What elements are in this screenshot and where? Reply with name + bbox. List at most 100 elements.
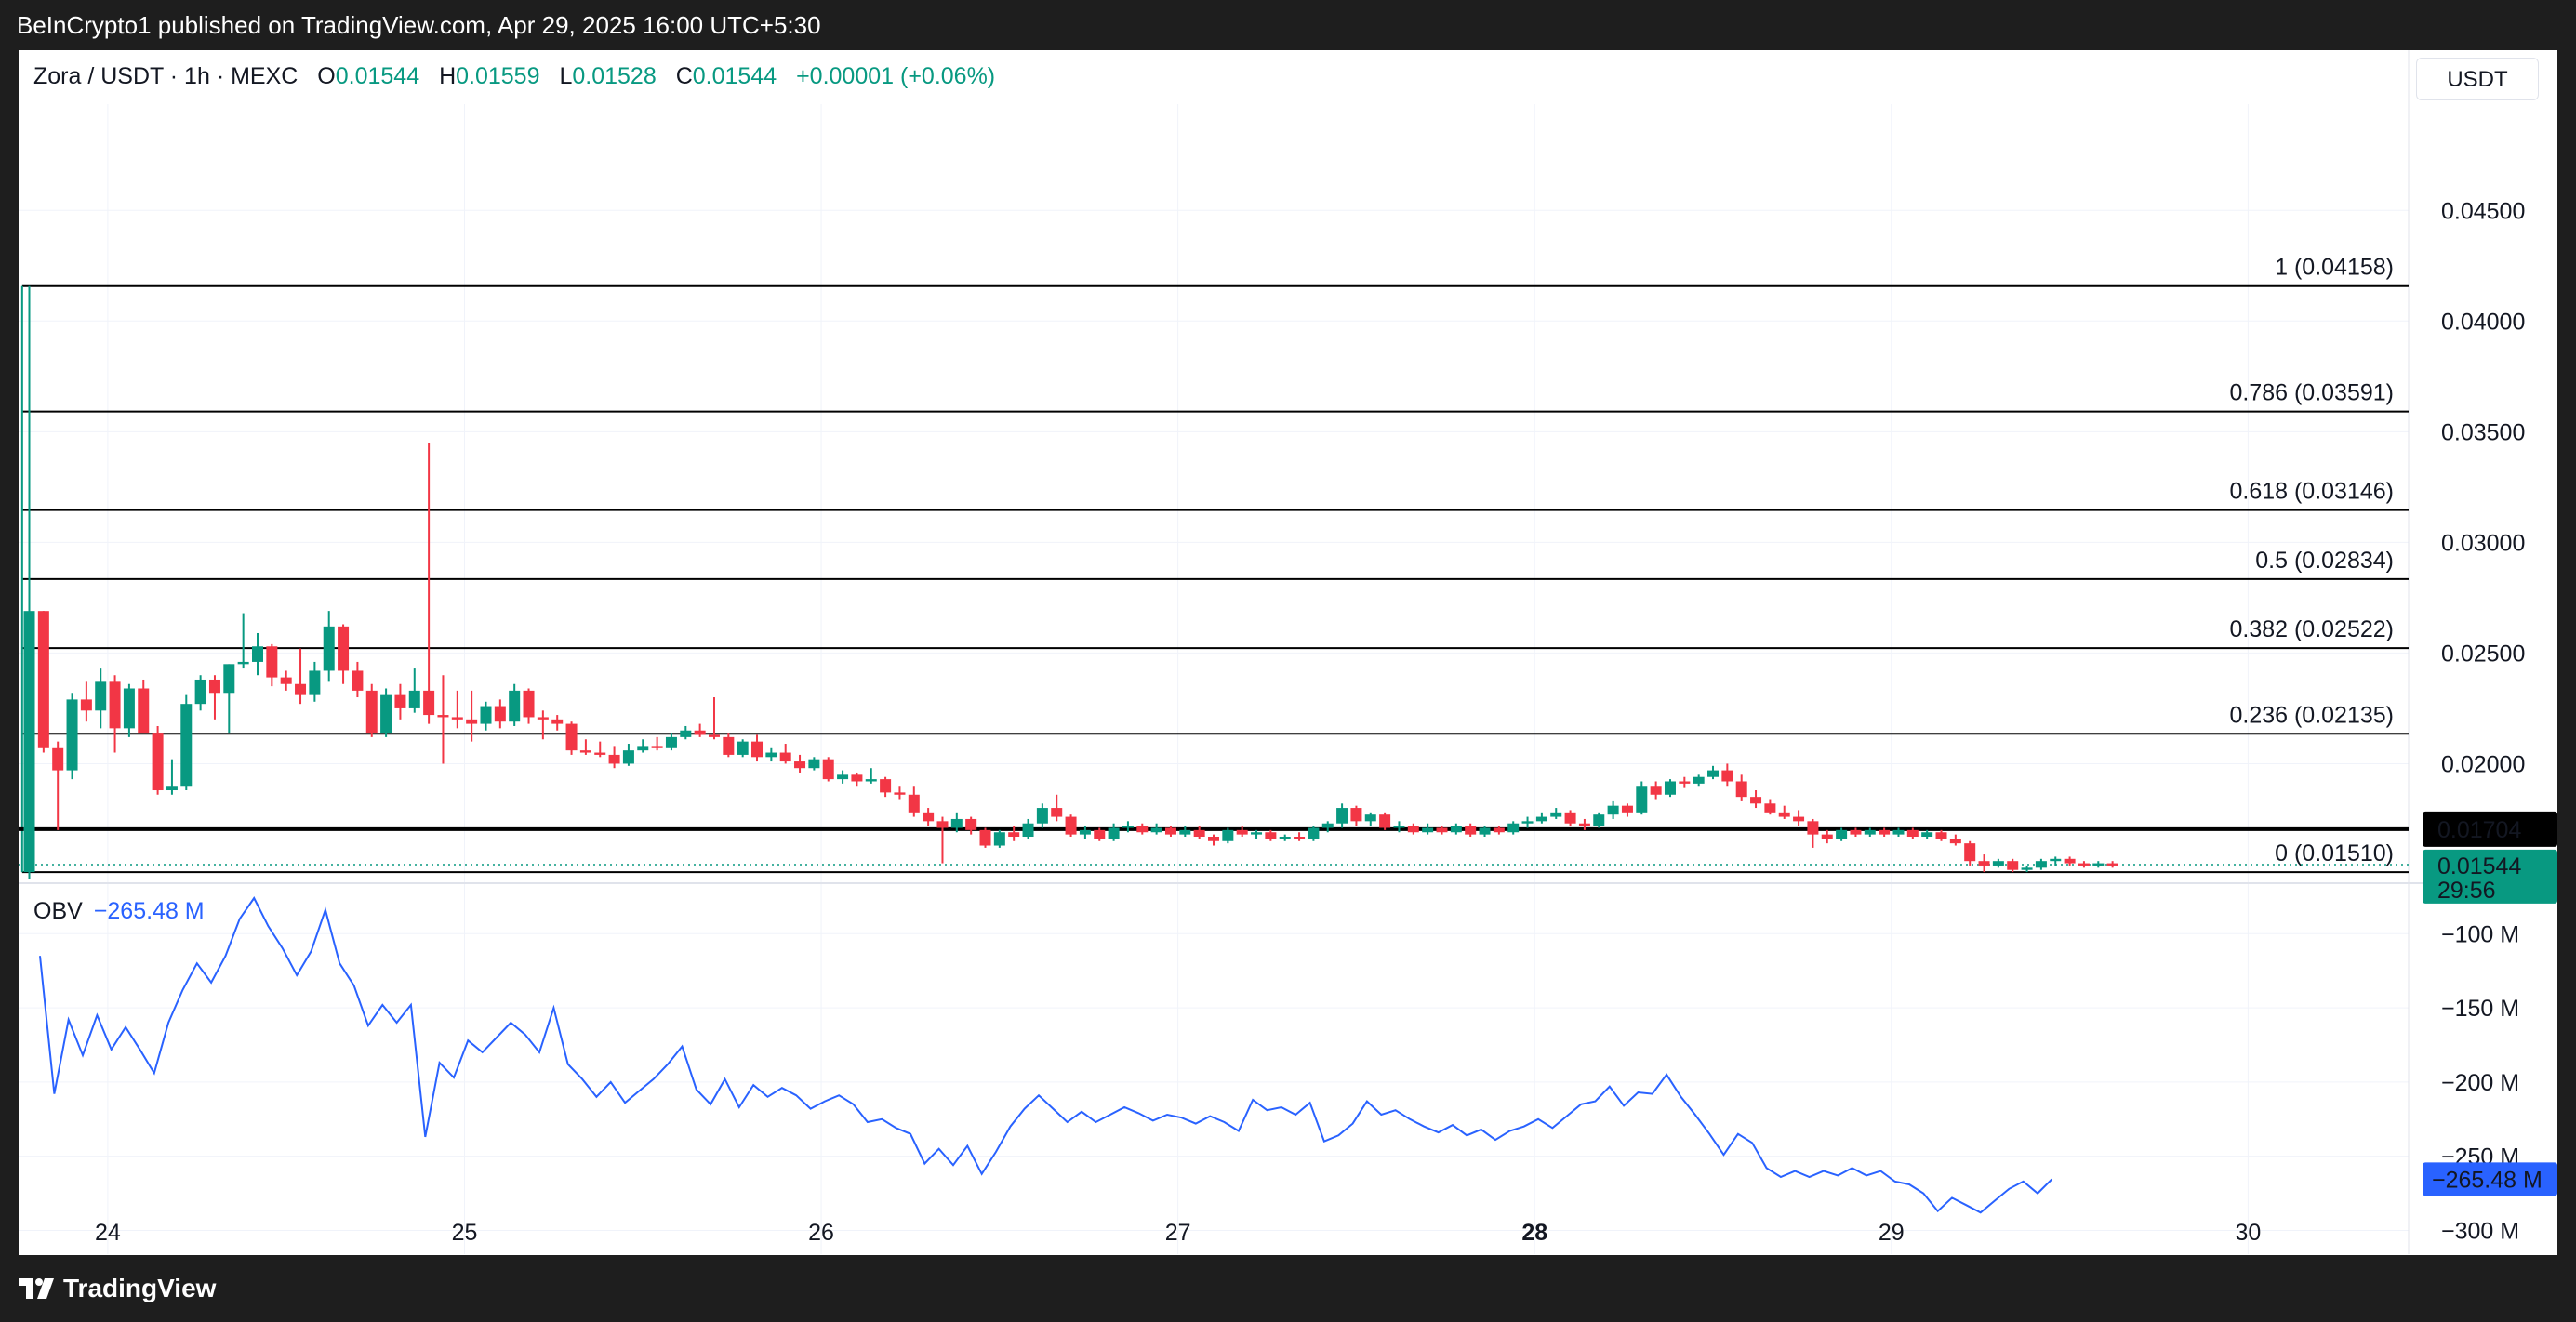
candle-up (1664, 781, 1676, 795)
obv-tick-label: −200 M (2441, 1070, 2519, 1096)
obv-tick-label: −150 M (2441, 996, 2519, 1022)
obv-tick-label: −100 M (2441, 921, 2519, 947)
candle-up (2050, 858, 2062, 862)
open-label: O (317, 63, 336, 89)
low-value: 0.01528 (572, 63, 657, 89)
candle-down (138, 688, 150, 734)
obv-legend: OBV −265.48 M (33, 898, 205, 925)
candle-down (152, 733, 164, 791)
candle-down (594, 752, 606, 755)
candle-down (1379, 814, 1391, 828)
candle-up (637, 746, 649, 751)
candle-up (1864, 829, 1876, 835)
candle-up (1222, 829, 1234, 841)
candle-down (965, 818, 977, 830)
symbol-title[interactable]: Zora / USDT · 1h · MEXC (33, 63, 299, 89)
candle-down (779, 752, 791, 762)
candle-up (1108, 827, 1120, 839)
candle-up (1079, 829, 1091, 835)
candle-up (509, 690, 521, 722)
candle-down (338, 626, 350, 671)
candle-up (309, 670, 321, 695)
candle-up (680, 730, 692, 737)
candle-down (608, 754, 620, 764)
candle-down (1621, 805, 1633, 813)
fib-level-label: 0.382 (0.02522) (2229, 616, 2394, 642)
candle-down (1208, 837, 1219, 841)
tradingview-logo[interactable]: TradingView (19, 1274, 216, 1303)
candle-up (808, 759, 820, 769)
candle-down (1978, 861, 1990, 866)
candle-up (1308, 827, 1320, 839)
candle-down (2106, 863, 2118, 866)
candle-up (737, 741, 749, 755)
price-tick-label: 0.04500 (2441, 198, 2525, 224)
candle-down (109, 681, 121, 729)
candle-down (723, 736, 735, 755)
obv-line (39, 896, 2053, 1214)
obv-value-badge (2423, 1162, 2557, 1196)
candle-up (1393, 826, 1405, 828)
candle-down (1650, 786, 1662, 795)
candle-down (1265, 832, 1277, 839)
fib-level-label: 0 (0.01510) (2275, 840, 2394, 866)
footer-bar: TradingView (0, 1255, 2576, 1322)
candle-up (1521, 821, 1534, 824)
candle-down (923, 812, 935, 822)
price-tick-label: 0.04000 (2441, 309, 2525, 335)
candle-down (794, 761, 806, 769)
currency-button[interactable]: USDT (2416, 58, 2539, 100)
candle-up (765, 752, 777, 758)
fib-level-label: 1 (0.04158) (2275, 255, 2394, 281)
chart-canvas[interactable]: 1 (0.04158) 0.786 (0.03591) 0.618 (0.03146… (19, 50, 2557, 1255)
bar-countdown-label: 29:56 (2437, 878, 2496, 904)
candle-up (1122, 826, 1134, 828)
candle-down (1164, 827, 1176, 835)
candle-down (537, 717, 549, 720)
candle-up (252, 646, 263, 662)
candle-down (1493, 827, 1505, 833)
price-tick-label: 0.03500 (2441, 419, 2525, 445)
candle-up (865, 779, 877, 782)
candle-down (751, 741, 764, 758)
candle-up (837, 774, 849, 780)
candle-down (1136, 826, 1149, 833)
candle-up (1992, 861, 2004, 866)
obv-value-badge-label: −265.48 M (2432, 1167, 2543, 1193)
candle-down (394, 694, 406, 708)
candle-down (423, 690, 435, 716)
candle-down (651, 746, 663, 748)
candle-down (2007, 861, 2019, 870)
candle-down (851, 774, 863, 782)
time-tick-label: 28 (1521, 1220, 1547, 1246)
candle-up (480, 706, 492, 724)
time-tick-label: 26 (808, 1220, 834, 1246)
low-label: L (559, 63, 573, 89)
candle-down (451, 717, 463, 720)
candle-up (2035, 861, 2047, 868)
candle-up (66, 699, 78, 771)
candle-down (1906, 829, 1919, 838)
candle-down (523, 690, 535, 718)
candle-down (908, 794, 920, 813)
close-label: C (675, 63, 693, 89)
candle-down (295, 683, 307, 695)
candle-down (352, 670, 364, 691)
candle-down (266, 646, 278, 678)
candle-up (1607, 805, 1619, 815)
candle-down (1679, 781, 1691, 784)
candle-up (1450, 826, 1462, 833)
candle-down (1564, 812, 1576, 824)
candle-down (2078, 863, 2090, 866)
obv-title[interactable]: OBV (33, 898, 83, 924)
publisher-bar: BeInCrypto1 published on TradingView.com… (0, 0, 2576, 50)
candle-down (880, 779, 892, 793)
candle-down (1793, 816, 1805, 822)
support-price-badge (2423, 811, 2557, 847)
chart-panel[interactable]: 1 (0.04158) 0.786 (0.03591) 0.618 (0.03146… (19, 50, 2557, 1255)
candle-up (1251, 832, 1263, 835)
candle-down (437, 715, 449, 718)
candle-up (180, 704, 193, 787)
candle-down (365, 690, 378, 734)
candle-up (1479, 827, 1491, 835)
